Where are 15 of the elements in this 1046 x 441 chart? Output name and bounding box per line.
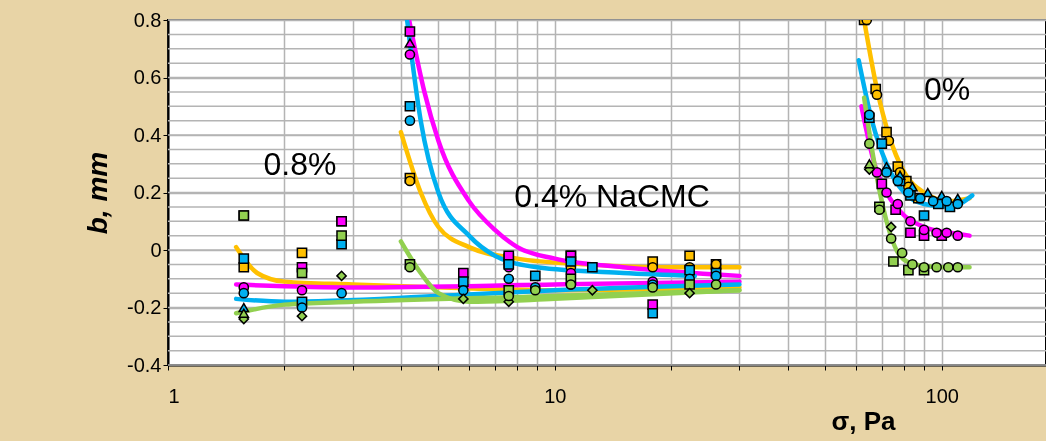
annotation: 0.4% NaCMC	[514, 178, 710, 214]
y-tick-label: 0.8	[133, 8, 162, 31]
y-tick-label: 0.2	[133, 181, 162, 203]
y-tick-label: -0.4	[127, 353, 162, 376]
annotation: 0.8%	[263, 146, 337, 182]
y-tick-label: 0.6	[133, 66, 162, 88]
x-tick-label: 10	[544, 384, 567, 407]
x-tick-label: 1	[168, 384, 180, 407]
y-tick-label: 0	[150, 238, 162, 261]
y-tick-label: 0.4	[133, 123, 162, 146]
annotation: 0%	[923, 71, 971, 107]
x-tick-label: 100	[925, 384, 959, 407]
y-tick-label: -0.2	[127, 296, 162, 318]
x-axis-title: σ, Pa	[831, 405, 897, 436]
y-axis-title: b, mm	[82, 151, 114, 235]
